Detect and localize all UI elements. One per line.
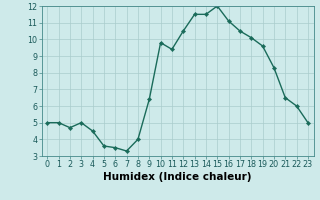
- X-axis label: Humidex (Indice chaleur): Humidex (Indice chaleur): [103, 172, 252, 182]
